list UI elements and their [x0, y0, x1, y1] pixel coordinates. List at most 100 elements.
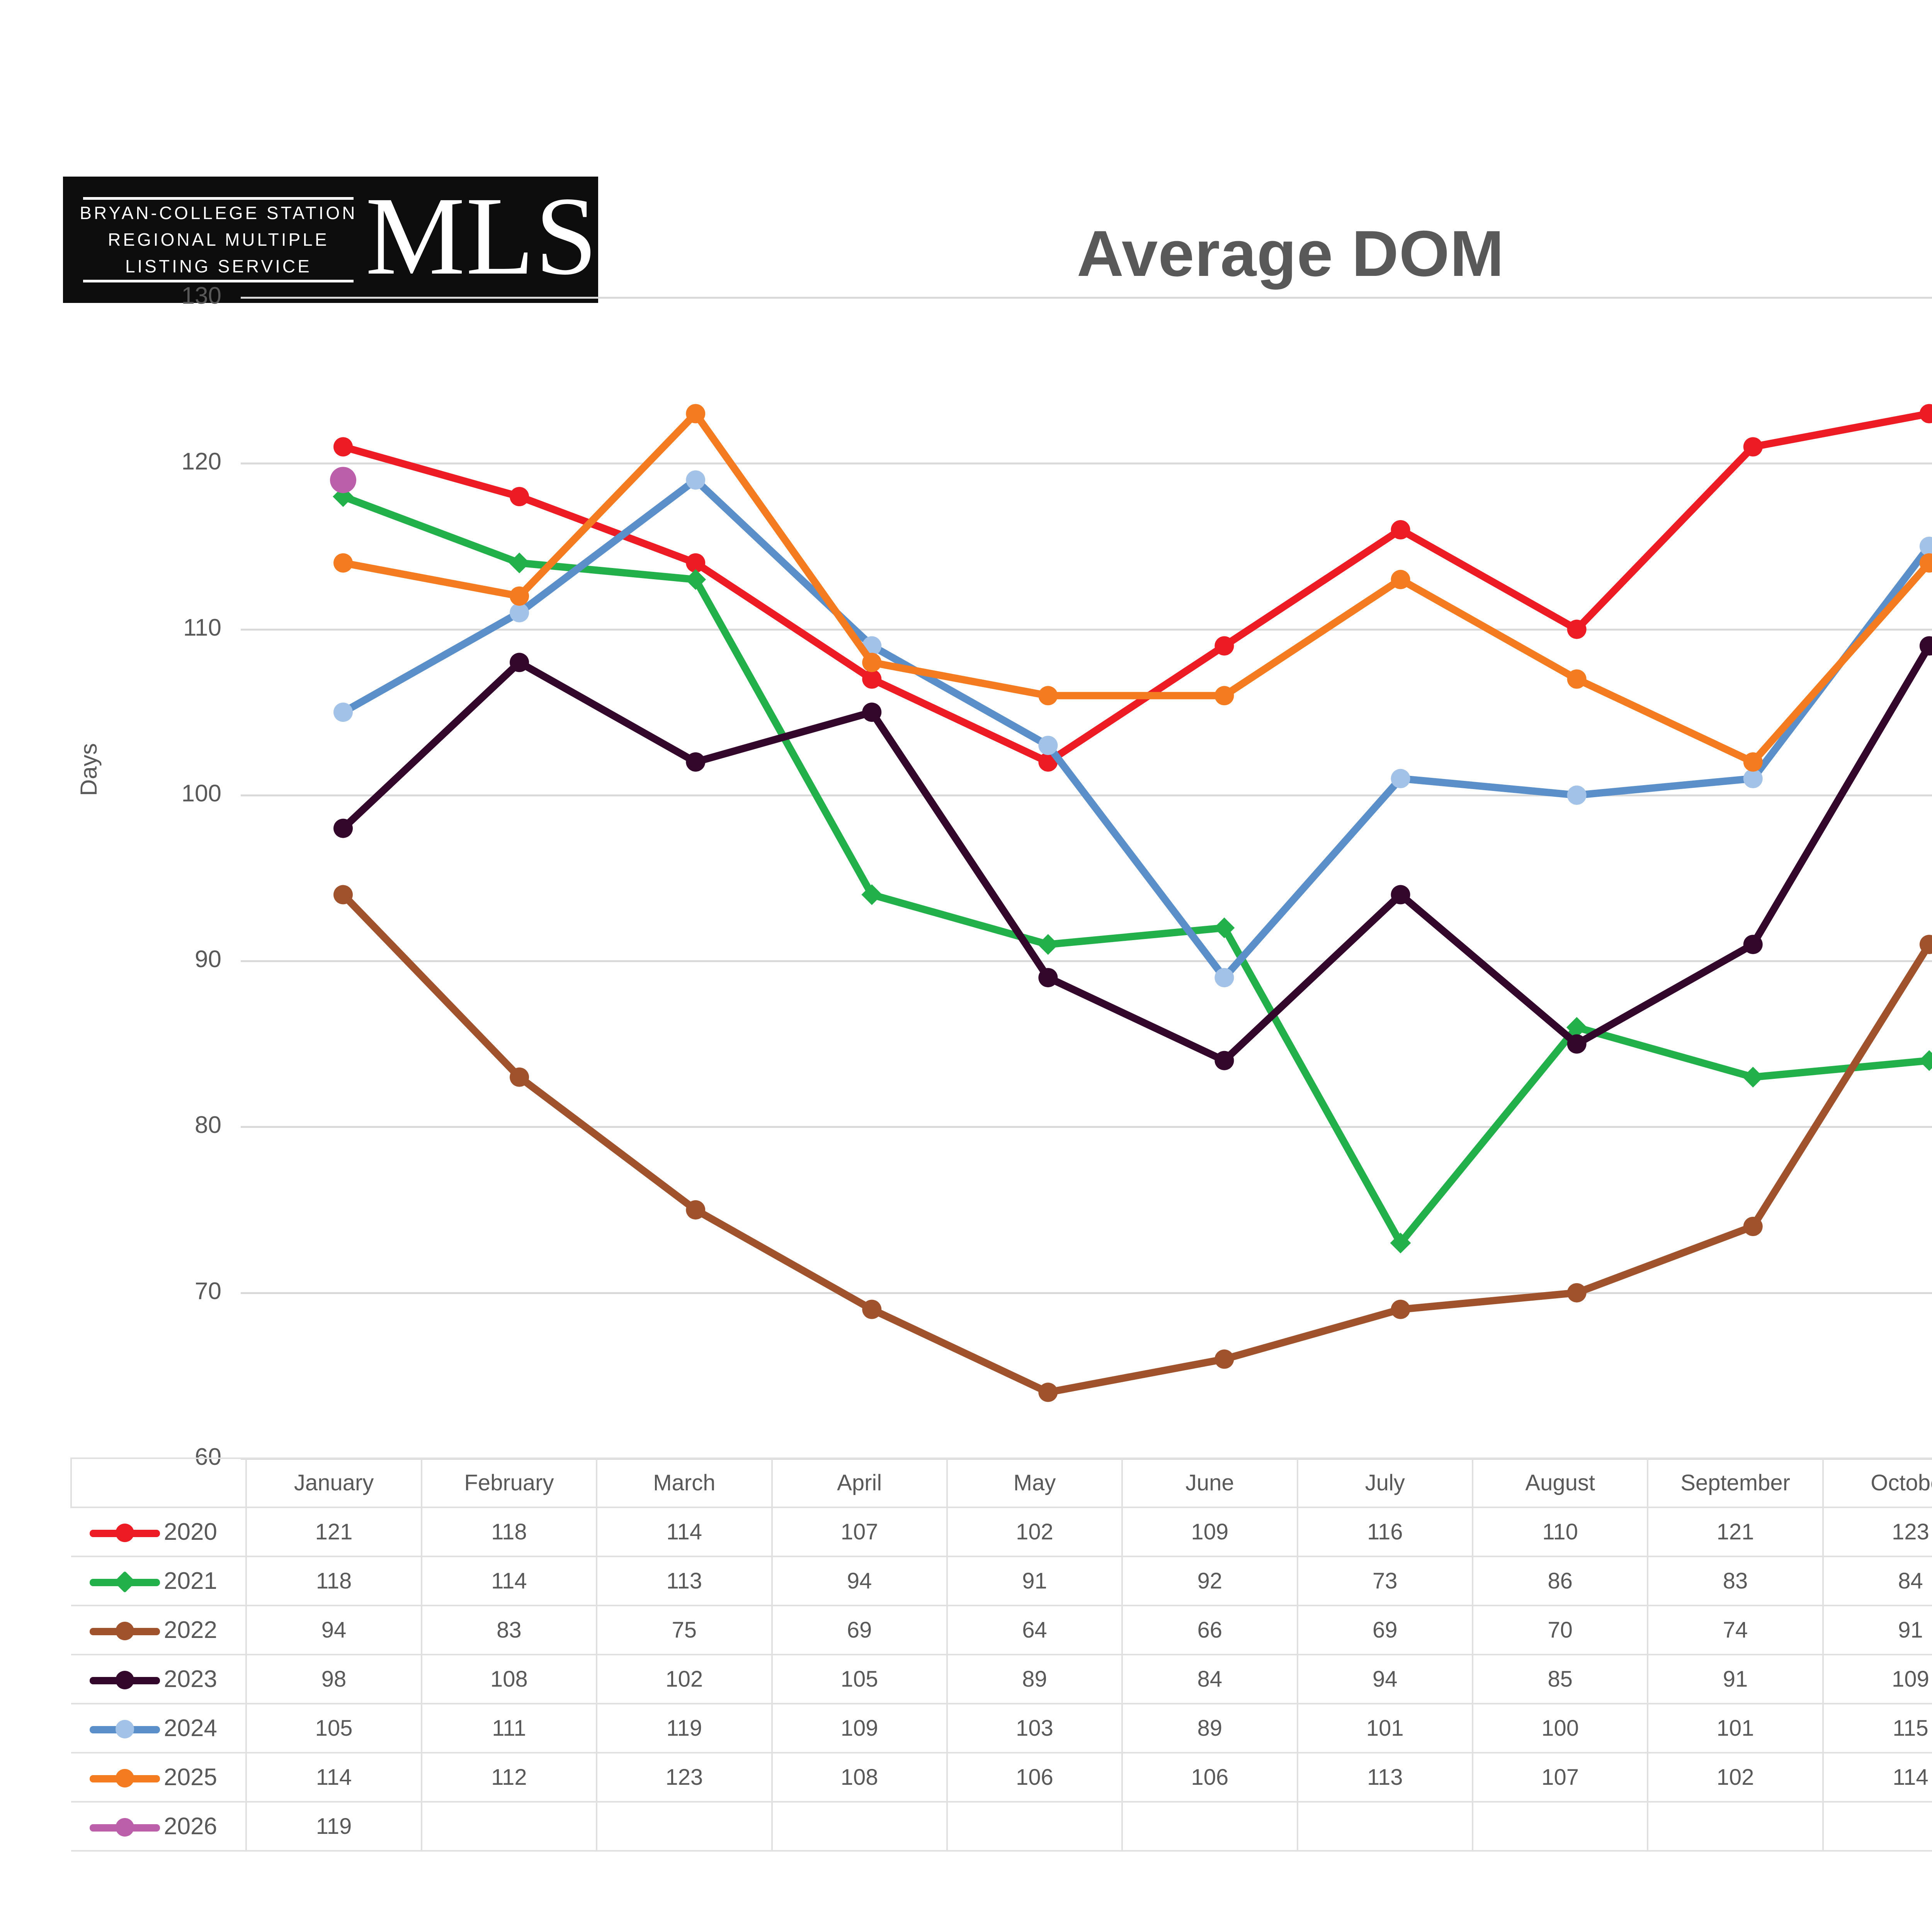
table-cell-2024-september: 101 [1647, 1703, 1824, 1753]
legend-item-2023[interactable]: 2023 [71, 1654, 247, 1704]
table-cell-2020-may: 102 [946, 1507, 1123, 1557]
data-point-2023-September [1743, 935, 1763, 954]
data-point-2021-July [1390, 1233, 1411, 1253]
legend-symbol-2021 [90, 1571, 160, 1593]
table-cell-2021-april: 94 [771, 1556, 948, 1606]
data-point-2022-May [1038, 1383, 1058, 1402]
data-point-2020-June [1214, 636, 1234, 656]
table-cell-2024-may: 103 [946, 1703, 1123, 1753]
table-cell-2022-may: 64 [946, 1605, 1123, 1655]
table-header-october: October [1822, 1458, 1932, 1508]
table-cell-2020-july: 116 [1296, 1507, 1474, 1557]
table-cell-2023-january: 98 [245, 1654, 422, 1704]
data-point-2025-March [686, 404, 706, 423]
data-point-2021-September [1742, 1066, 1764, 1088]
table-header-february: February [420, 1458, 598, 1508]
legend-item-2021[interactable]: 2021 [71, 1556, 247, 1606]
table-cell-2021-june: 92 [1121, 1556, 1298, 1606]
table-body: 2020121118114107102109116110121123111123… [71, 1507, 1932, 1852]
legend-item-2022[interactable]: 2022 [71, 1605, 247, 1655]
data-point-2020-February [510, 487, 529, 507]
logo-line-1: BRYAN-COLLEGE STATION [80, 203, 357, 223]
data-point-2021-April [861, 884, 883, 905]
legend-item-2020[interactable]: 2020 [71, 1507, 247, 1557]
data-point-2023-January [333, 818, 353, 838]
gridline-70 [241, 1292, 1932, 1294]
data-point-2024-October [1919, 536, 1932, 556]
table-cell-2026-january: 119 [245, 1801, 422, 1852]
series-line-2025 [339, 410, 1932, 766]
table-cell-2020-january: 121 [245, 1507, 422, 1557]
table-header-july: July [1296, 1458, 1474, 1508]
data-point-2020-September [1743, 437, 1763, 457]
table-header-row: January February March April May June July Augu… [70, 1458, 1932, 1508]
table-row: 202410511111910910389101100101115113125 [71, 1703, 1932, 1753]
chart-plot-area [241, 297, 1932, 1460]
table-header-january: January [245, 1458, 422, 1508]
table-cell-2020-february: 118 [420, 1507, 598, 1557]
table-cell-2025-august: 107 [1471, 1752, 1649, 1803]
legend-swatch-wrap: 2024 [71, 1714, 245, 1742]
data-point-2024-May [1038, 736, 1058, 755]
chart-series-layer [330, 404, 1932, 1402]
data-point-2020-August [1567, 619, 1587, 639]
legend-marker-icon [116, 1670, 134, 1689]
legend-year-label: 2023 [164, 1666, 217, 1692]
table-row: 2021118114113949192738683847793 [71, 1556, 1932, 1606]
table-header-september: September [1647, 1458, 1824, 1508]
table-cell-2025-july: 113 [1296, 1752, 1474, 1803]
gridline-120 [241, 463, 1932, 465]
data-point-2022-January [333, 885, 353, 905]
table-row: 2022948375696466697074918497 [71, 1605, 1932, 1655]
data-point-2025-January [333, 553, 353, 573]
legend-year-label: 2022 [164, 1617, 217, 1643]
table-cell-2020-june: 109 [1121, 1507, 1298, 1557]
data-point-2020-January [333, 437, 353, 457]
legend-marker-icon [116, 1818, 134, 1837]
logo-rule-bottom [83, 280, 354, 282]
data-point-2025-May [1038, 686, 1058, 706]
series-line-2021 [339, 493, 1932, 1247]
table-cell-2025-april: 108 [771, 1752, 948, 1803]
legend-symbol-2025 [90, 1769, 160, 1787]
y-tick-label-80: 80 [195, 1112, 221, 1139]
y-axis-title: Days [76, 743, 102, 796]
table-head: January February March April May June July Augu… [70, 1458, 1932, 1508]
legend-swatch-wrap: 2021 [71, 1567, 245, 1595]
legend-item-2026[interactable]: 2026 [71, 1801, 247, 1852]
legend-symbol-2020 [90, 1523, 160, 1542]
table-row: 202398108102105898494859110995102 [71, 1654, 1932, 1704]
data-point-2024-June [1214, 968, 1234, 988]
series-line-2024 [339, 476, 1932, 981]
table-cell-2021-july: 73 [1296, 1556, 1474, 1606]
data-point-2024-February [510, 603, 529, 622]
data-point-2023-October [1919, 636, 1932, 656]
table-cell-2026-october [1822, 1801, 1932, 1852]
legend-year-label: 2025 [164, 1764, 217, 1791]
series-line-2020 [339, 410, 1932, 766]
legend-item-2024[interactable]: 2024 [71, 1703, 247, 1753]
data-point-2023-August [1567, 1034, 1587, 1054]
data-point-2024-July [1391, 769, 1410, 788]
data-point-2026-January [330, 467, 356, 493]
table-cell-2025-may: 106 [946, 1752, 1123, 1803]
table-cell-2021-february: 114 [420, 1556, 598, 1606]
table-cell-2021-march: 113 [596, 1556, 773, 1606]
data-point-2025-April [862, 653, 882, 672]
table-cell-2024-february: 111 [420, 1703, 598, 1753]
table-cell-2024-july: 101 [1296, 1703, 1474, 1753]
legend-item-2025[interactable]: 2025 [71, 1752, 247, 1803]
logo-mls-mark: MLS [365, 174, 598, 298]
legend-year-label: 2026 [164, 1813, 217, 1840]
data-point-2023-April [862, 702, 882, 722]
table-cell-2025-september: 102 [1647, 1752, 1824, 1803]
data-point-2023-March [686, 752, 706, 772]
series-line-2023 [339, 642, 1932, 1065]
data-point-2024-August [1567, 785, 1587, 805]
data-point-2023-February [510, 653, 529, 672]
table-cell-2024-august: 100 [1471, 1703, 1649, 1753]
chart-title-text: Average DOM [1077, 217, 1505, 290]
legend-marker-icon [116, 1719, 134, 1738]
legend-swatch-wrap: 2023 [71, 1665, 245, 1693]
data-point-2025-September [1743, 752, 1763, 772]
